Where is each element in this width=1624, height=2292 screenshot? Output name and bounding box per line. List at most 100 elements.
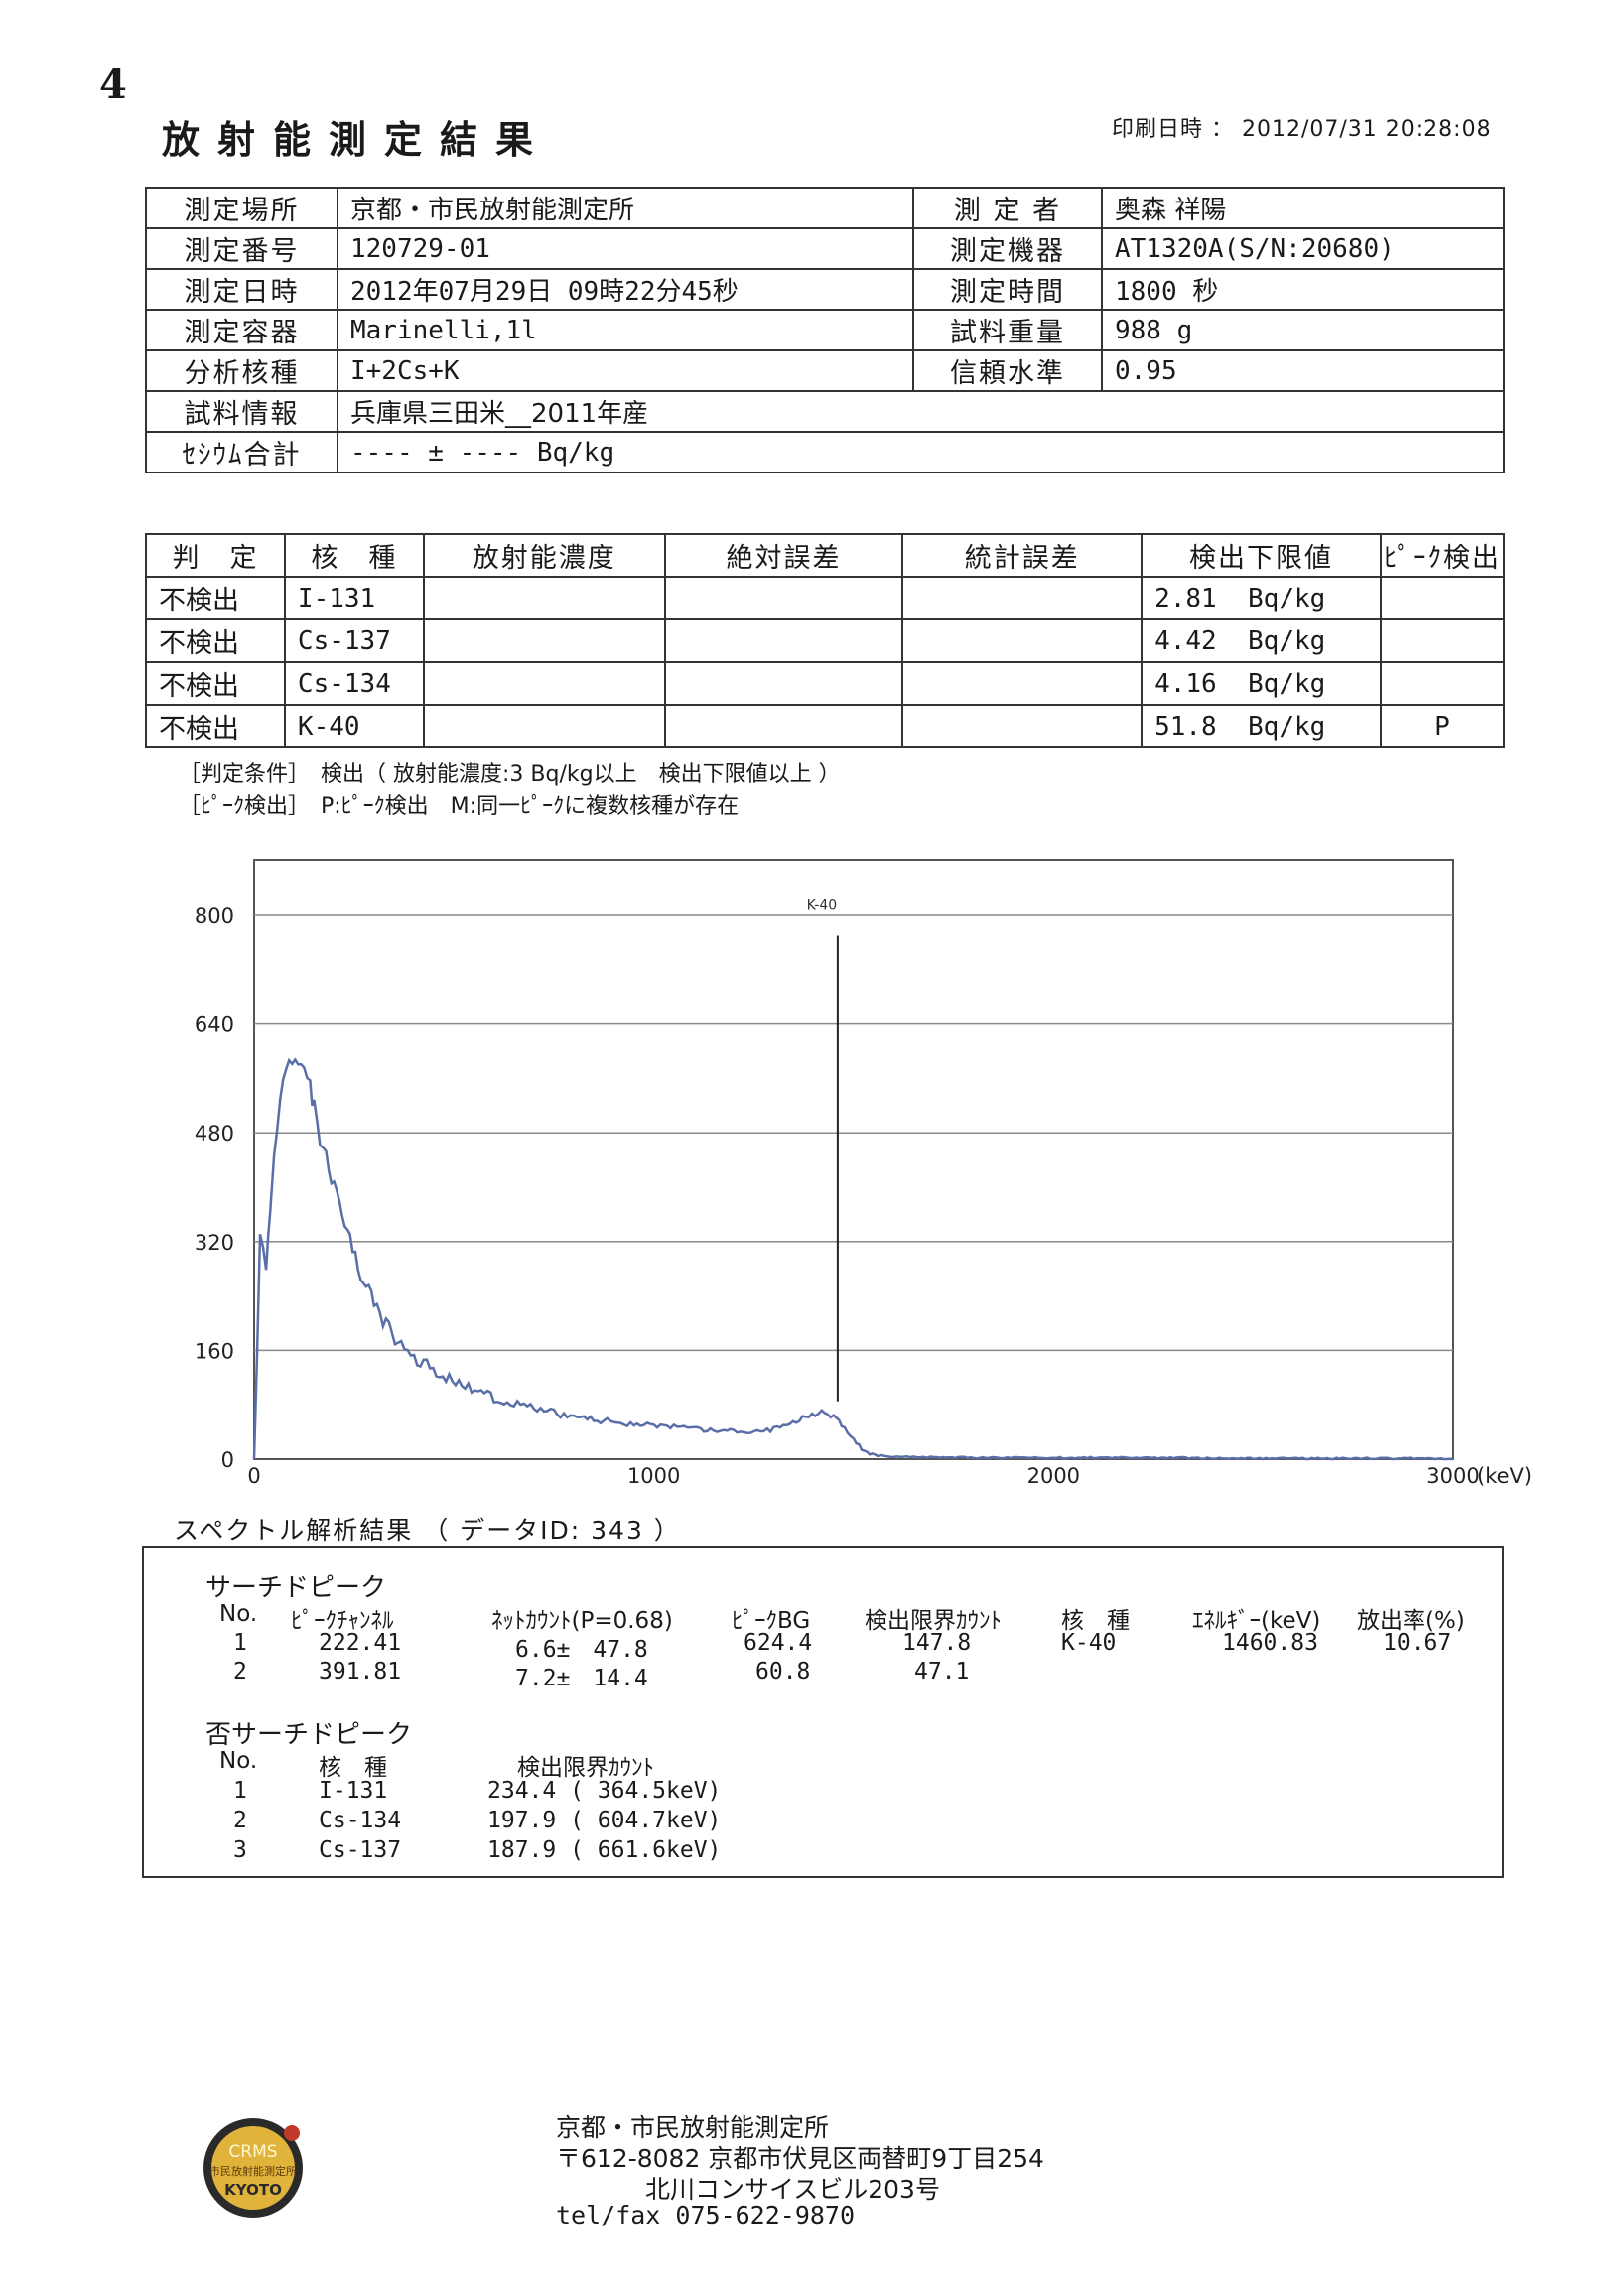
grid-lines bbox=[254, 914, 1453, 1352]
column-header: 検出限界ｶｳﾝﾄ bbox=[517, 1755, 654, 1781]
table-row: 不検出 K-40 51.8 Bq/kg P bbox=[145, 704, 1505, 748]
absolute-error-cell bbox=[663, 661, 904, 706]
limit-count: 197.9 ( 604.7keV) bbox=[487, 1808, 722, 1833]
column-header: 核 種 bbox=[1061, 1608, 1130, 1634]
x-tick-label: 3000 bbox=[1426, 1464, 1479, 1488]
peak-detection-cell: P bbox=[1380, 704, 1505, 748]
info-label: 分析核種 bbox=[145, 349, 338, 392]
measurement-info-table: 測定場所 京都・市民放射能測定所 測 定 者 奥森 祥陽 測定番号 120729… bbox=[145, 187, 1505, 473]
table-row: 不検出 Cs-137 4.42 Bq/kg bbox=[145, 618, 1505, 663]
info-row: 試料情報 兵庫県三田米__2011年産 bbox=[145, 390, 1505, 433]
limit-count: 187.9 ( 661.6keV) bbox=[487, 1837, 722, 1863]
peak-no: 1 bbox=[233, 1630, 247, 1656]
peak-detection-cell bbox=[1380, 661, 1505, 706]
info-label: 試料情報 bbox=[145, 390, 338, 433]
x-tick-labels: 0 1000 2000 3000 bbox=[247, 1464, 1479, 1488]
info-value: 京都・市民放射能測定所 bbox=[337, 187, 914, 229]
judgement-cell: 不検出 bbox=[145, 661, 286, 706]
info-row: ｾｼｳﾑ合計 ---- ± ---- Bq/kg bbox=[145, 431, 1505, 473]
absolute-error-cell bbox=[663, 704, 904, 748]
info-value: AT1320A(S/N:20680) bbox=[1101, 227, 1505, 270]
results-header-row: 判 定 核 種 放射能濃度 絶対誤差 統計誤差 検出下限値 ﾋﾟｰｸ検出 bbox=[145, 533, 1505, 578]
statistical-error-cell bbox=[901, 704, 1144, 748]
column-header: ﾋﾟｰｸ検出 bbox=[1380, 533, 1505, 578]
table-row: 不検出 Cs-134 4.16 Bq/kg bbox=[145, 661, 1505, 706]
absolute-error-cell bbox=[663, 618, 904, 663]
footer-address: 〒612-8082 京都市伏見区両替町9丁目254 bbox=[556, 2144, 1044, 2173]
footer-org: 京都・市民放射能測定所 bbox=[556, 2113, 830, 2142]
energy: 1460.83 bbox=[1222, 1630, 1318, 1656]
info-label: 測定機器 bbox=[912, 227, 1103, 270]
info-value: 2012年07月29日 09時22分45秒 bbox=[337, 268, 914, 311]
footer-tel: tel/fax 075-622-9870 bbox=[556, 2201, 856, 2229]
y-tick-label: 0 bbox=[221, 1448, 234, 1472]
column-header: No. bbox=[219, 1748, 258, 1774]
info-value: Marinelli,1l bbox=[337, 309, 914, 351]
column-header: 核 種 bbox=[283, 533, 425, 578]
nuclide: I-131 bbox=[319, 1778, 388, 1804]
print-date: 印刷日時 ： 2012/07/31 20:28:08 bbox=[1112, 117, 1492, 142]
page-number: 4 bbox=[99, 62, 127, 108]
svg-text:KYOTO: KYOTO bbox=[224, 2181, 282, 2199]
column-header: 判 定 bbox=[145, 533, 286, 578]
statistical-error-cell bbox=[901, 618, 1144, 663]
info-label: 測定容器 bbox=[145, 309, 338, 351]
info-label: 信頼水準 bbox=[912, 349, 1103, 392]
detection-limit-cell: 4.16 Bq/kg bbox=[1141, 661, 1382, 706]
detection-limit-cell: 4.42 Bq/kg bbox=[1141, 618, 1382, 663]
y-tick-label: 800 bbox=[195, 904, 234, 928]
info-value: 120729-01 bbox=[337, 227, 914, 270]
concentration-cell bbox=[422, 576, 666, 620]
x-tick-label: 0 bbox=[247, 1464, 260, 1488]
column-header: No. bbox=[219, 1601, 258, 1627]
column-header: 検出下限値 bbox=[1141, 533, 1382, 578]
peak-detection-note: ［ﾋﾟｰｸ検出］ P:ﾋﾟｰｸ検出 M:同一ﾋﾟｰｸに複数核種が存在 bbox=[179, 794, 740, 819]
concentration-cell bbox=[422, 618, 666, 663]
limit-count: 47.1 bbox=[914, 1659, 970, 1685]
nuclide: Cs-134 bbox=[319, 1808, 402, 1833]
info-value: 988 g bbox=[1101, 309, 1505, 351]
plot-frame bbox=[253, 859, 1454, 1460]
column-header: ﾋﾟｰｸﾁｬﾝﾈﾙ bbox=[291, 1608, 394, 1634]
limit-count: 147.8 bbox=[902, 1630, 972, 1656]
column-header: 放出率(%) bbox=[1357, 1608, 1465, 1634]
peak-bg: 624.4 bbox=[744, 1630, 813, 1656]
x-tick-label: 2000 bbox=[1027, 1464, 1080, 1488]
info-label: 測定時間 bbox=[912, 268, 1103, 311]
column-header: ﾋﾟｰｸBG bbox=[732, 1608, 811, 1634]
emission-rate: 10.67 bbox=[1383, 1630, 1452, 1656]
judgement-cell: 不検出 bbox=[145, 576, 286, 620]
info-row: 分析核種 I+2Cs+K 信頼水準 0.95 bbox=[145, 349, 1505, 392]
column-header: ﾈｯﾄｶｳﾝﾄ(P=0.68) bbox=[491, 1608, 673, 1634]
judgement-condition-note: ［判定条件］ 検出（ 放射能濃度:3 Bq/kg以上 検出下限値以上 ） bbox=[179, 762, 841, 787]
info-label: 試料重量 bbox=[912, 309, 1103, 351]
k40-marker-label: K-40 bbox=[807, 898, 838, 914]
sample-info-value: 兵庫県三田米__2011年産 bbox=[337, 390, 1505, 433]
limit-count: 234.4 ( 364.5keV) bbox=[487, 1778, 722, 1804]
nuclide: Cs-137 bbox=[319, 1837, 402, 1863]
spectrum-series-line bbox=[252, 1057, 1454, 1461]
info-row: 測定番号 120729-01 測定機器 AT1320A(S/N:20680) bbox=[145, 227, 1505, 270]
nuclide-cell: K-40 bbox=[283, 704, 425, 748]
y-tick-label: 320 bbox=[195, 1231, 234, 1255]
info-value: 1800 秒 bbox=[1101, 268, 1505, 311]
info-label: 測定場所 bbox=[145, 187, 338, 229]
statistical-error-cell bbox=[901, 576, 1144, 620]
peak-detection-cell bbox=[1380, 618, 1505, 663]
search-peak-title: サーチドピーク bbox=[205, 1573, 387, 1603]
info-value: I+2Cs+K bbox=[337, 349, 914, 392]
column-header: 核 種 bbox=[319, 1755, 387, 1781]
peak-channel: 222.41 bbox=[319, 1630, 402, 1656]
info-row: 測定容器 Marinelli,1l 試料重量 988 g bbox=[145, 309, 1505, 351]
nuclide-cell: I-131 bbox=[283, 576, 425, 620]
info-row: 測定場所 京都・市民放射能測定所 測 定 者 奥森 祥陽 bbox=[145, 187, 1505, 229]
column-header: 放射能濃度 bbox=[422, 533, 666, 578]
spectrum-analysis-title: スペクトル解析結果 （ データID: 343 ） bbox=[174, 1516, 681, 1545]
svg-text:CRMS: CRMS bbox=[228, 2142, 277, 2162]
concentration-cell bbox=[422, 661, 666, 706]
info-label: 測定番号 bbox=[145, 227, 338, 270]
column-header: 検出限界ｶｳﾝﾄ bbox=[865, 1608, 1002, 1634]
column-header: ｴﾈﾙｷﾞｰ(keV) bbox=[1192, 1608, 1321, 1634]
column-header: 統計誤差 bbox=[901, 533, 1144, 578]
svg-text:市民放射能測定所: 市民放射能測定所 bbox=[209, 2164, 297, 2178]
